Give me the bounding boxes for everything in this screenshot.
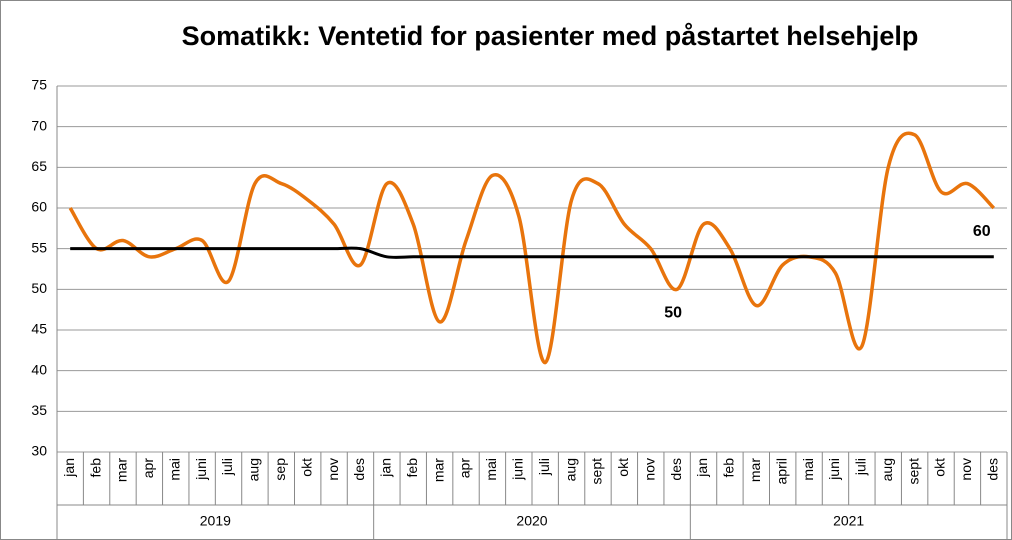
series-line: [68, 131, 996, 365]
y-tick-label: 30: [31, 443, 47, 459]
x-tick-label: juli: [853, 458, 869, 476]
y-tick-label: 40: [31, 361, 47, 377]
x-tick-label: juli: [536, 458, 552, 476]
y-tick-label: 75: [31, 77, 47, 93]
x-tick-label: aug: [562, 458, 578, 481]
x-tick-label: mar: [114, 458, 130, 482]
x-tick-label: april: [773, 458, 789, 484]
x-tick-label: apr: [140, 458, 156, 479]
x-tick-label: feb: [721, 458, 737, 478]
x-tick-label: aug: [246, 458, 262, 481]
x-tick-label: feb: [404, 458, 420, 478]
x-tick-label: okt: [298, 458, 314, 477]
y-tick-label: 60: [31, 199, 47, 215]
x-tick-label: des: [668, 458, 684, 481]
x-tick-label: okt: [932, 458, 948, 477]
y-tick-label: 50: [31, 280, 47, 296]
x-tick-label: nov: [325, 458, 341, 481]
x-tick-label: mar: [430, 458, 446, 482]
x-tick-label: mar: [747, 458, 763, 482]
x-group-label: 2019: [200, 513, 231, 529]
x-tick-label: jan: [61, 458, 77, 478]
x-tick-label: apr: [457, 458, 473, 479]
series-line: [70, 246, 994, 259]
x-tick-label: mai: [166, 458, 182, 481]
x-tick-label: juni: [826, 458, 842, 481]
x-tick-label: aug: [879, 458, 895, 481]
y-tick-label: 70: [31, 117, 47, 133]
x-tick-label: des: [985, 458, 1001, 481]
chart-title: Somatikk: Ventetid for pasienter med pås…: [182, 21, 919, 51]
data-label: 50: [664, 305, 682, 322]
x-tick-label: juni: [510, 458, 526, 481]
x-group-label: 2021: [833, 513, 864, 529]
x-tick-label: okt: [615, 458, 631, 477]
y-tick-label: 65: [31, 158, 47, 174]
x-tick-label: nov: [641, 458, 657, 481]
x-tick-label: juli: [219, 458, 235, 476]
y-tick-label: 45: [31, 321, 47, 337]
x-tick-label: nov: [958, 458, 974, 481]
x-tick-label: mai: [483, 458, 499, 481]
x-tick-label: feb: [87, 458, 103, 478]
y-tick-label: 55: [31, 239, 47, 255]
y-tick-label: 35: [31, 402, 47, 418]
x-group-label: 2020: [516, 513, 547, 529]
x-tick-label: sept: [905, 458, 921, 485]
x-tick-label: sep: [272, 458, 288, 481]
x-tick-label: mai: [800, 458, 816, 481]
x-tick-label: juni: [193, 458, 209, 481]
x-tick-label: sept: [589, 458, 605, 485]
x-tick-label: jan: [378, 458, 394, 478]
x-tick-label: jan: [694, 458, 710, 478]
data-label: 60: [973, 223, 991, 240]
x-tick-label: des: [351, 458, 367, 481]
